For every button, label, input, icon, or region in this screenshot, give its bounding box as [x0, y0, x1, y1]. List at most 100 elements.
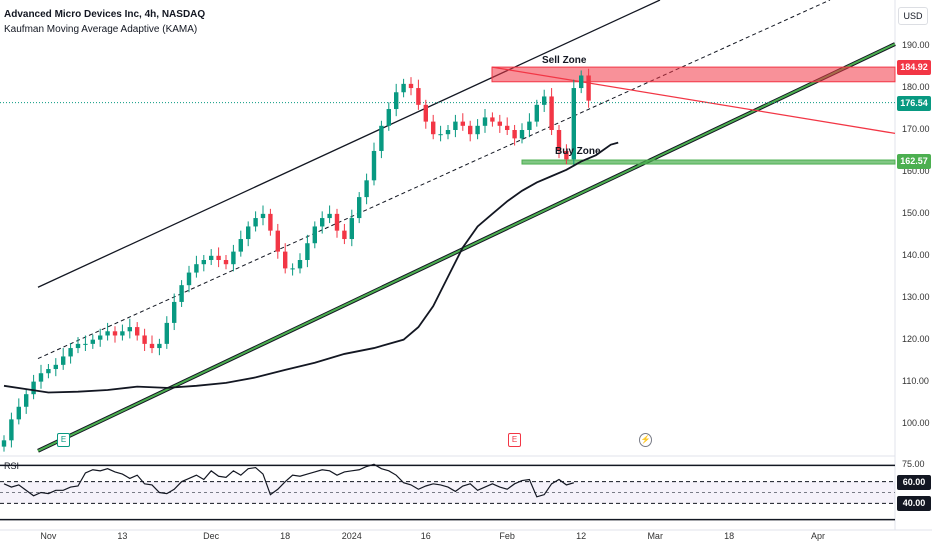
sell-zone: [491, 66, 896, 83]
candle-body: [90, 339, 95, 344]
candle-body: [334, 213, 340, 231]
sell-zone-label: Sell Zone: [542, 55, 587, 66]
candle-body: [149, 343, 155, 349]
candle-body: [275, 230, 280, 252]
price-badge: 184.92: [897, 60, 931, 76]
candle-body: [46, 369, 51, 374]
candle-body: [246, 226, 251, 240]
candle-body: [268, 213, 273, 231]
candle-body: [579, 75, 584, 89]
price-tick-label: 170.00: [902, 124, 930, 134]
buy-zone: [521, 159, 896, 165]
candle-body: [98, 335, 103, 340]
candle-body: [312, 226, 317, 244]
price-tick-label: 140.00: [902, 249, 930, 260]
candle-body: [490, 117, 495, 122]
price-tick-label: 150.00: [902, 207, 930, 218]
earnings-marker-1[interactable]: E: [57, 433, 70, 447]
candle-body: [542, 96, 547, 105]
kama-line: [3, 141, 619, 394]
candle-body: [253, 218, 258, 227]
candle-body: [9, 419, 14, 441]
candle-body: [534, 104, 539, 122]
time-tick-label: Nov: [40, 531, 57, 541]
candle-body: [238, 239, 243, 252]
time-tick-label: 18: [280, 531, 291, 541]
price-tick-label: 100.00: [902, 417, 930, 428]
candle-body: [505, 125, 510, 130]
price-badge: 162.57: [897, 154, 931, 170]
price-tick-label: 190.00: [902, 40, 930, 51]
candle-body: [16, 406, 21, 420]
candle-body: [186, 272, 192, 286]
dividend-bolt-icon[interactable]: ⚡: [639, 433, 652, 447]
time-tick-label: Apr: [810, 531, 826, 541]
mid-channel-line: [37, 0, 831, 360]
candle-body: [260, 213, 266, 219]
candle-body: [305, 243, 310, 260]
sell-trend-line: [491, 66, 896, 134]
candle-body: [223, 260, 229, 265]
candle-body: [431, 121, 436, 135]
currency-button[interactable]: USD: [898, 7, 928, 25]
candle-body: [283, 251, 288, 269]
candle-body: [571, 88, 576, 160]
candle-body: [364, 180, 369, 198]
candle-body: [112, 331, 118, 336]
price-tick-label: 180.00: [902, 82, 930, 93]
rsi-badge: 60.00: [897, 474, 931, 490]
candle-body: [416, 88, 421, 105]
earnings-marker-2[interactable]: E: [508, 433, 521, 447]
candle-body: [357, 197, 362, 219]
candle-body: [38, 373, 44, 382]
time-tick-label: Mar: [647, 531, 663, 541]
indicator-label: Kaufman Moving Average Adaptive (KAMA): [4, 24, 198, 35]
candle-body: [423, 104, 428, 122]
candle-body: [209, 255, 214, 260]
candle-body: [379, 125, 384, 151]
candle-body: [194, 264, 199, 273]
candle-body: [453, 121, 458, 130]
candle-body: [556, 130, 562, 151]
candle-body: [445, 130, 451, 135]
candle-body: [586, 75, 591, 101]
candle-body: [24, 394, 29, 407]
candle-body: [83, 343, 88, 345]
candle-body: [53, 364, 58, 370]
price-badge: 176.54: [897, 95, 931, 111]
price-tick-label: 130.00: [902, 291, 930, 302]
time-tick-label: 2024: [341, 531, 362, 541]
candle-body: [386, 109, 391, 126]
rsi-line: [3, 463, 574, 498]
upper-channel-line: [37, 0, 661, 288]
candle-body: [512, 130, 517, 139]
candle-body: [127, 327, 132, 332]
candle-body: [1, 440, 7, 447]
chart-title: Advanced Micro Devices Inc, 4h, NASDAQ: [4, 9, 206, 20]
candle-body: [201, 260, 206, 265]
candle-body: [564, 150, 569, 160]
candle-body: [497, 121, 502, 126]
rsi-label: RSI: [4, 461, 20, 471]
time-tick-label: 13: [117, 531, 128, 541]
time-tick-label: 16: [420, 531, 431, 541]
candle-body: [482, 117, 488, 126]
rsi-band: [0, 481, 895, 504]
candle-body: [401, 83, 406, 93]
candle-body: [172, 301, 177, 323]
candle-body: [157, 343, 162, 349]
candle-body: [527, 121, 532, 130]
candle-body: [231, 251, 236, 265]
candle-body: [438, 134, 443, 136]
candle-body: [327, 213, 332, 219]
lower-channel-highlight: [37, 43, 896, 452]
time-tick-label: 12: [576, 531, 587, 541]
candle-body: [349, 218, 354, 240]
candle-body: [460, 121, 465, 126]
candle-body: [342, 230, 347, 240]
candle-body: [468, 125, 473, 135]
candle-body: [61, 356, 66, 365]
candle-body: [105, 331, 110, 336]
candle-body: [297, 260, 303, 269]
